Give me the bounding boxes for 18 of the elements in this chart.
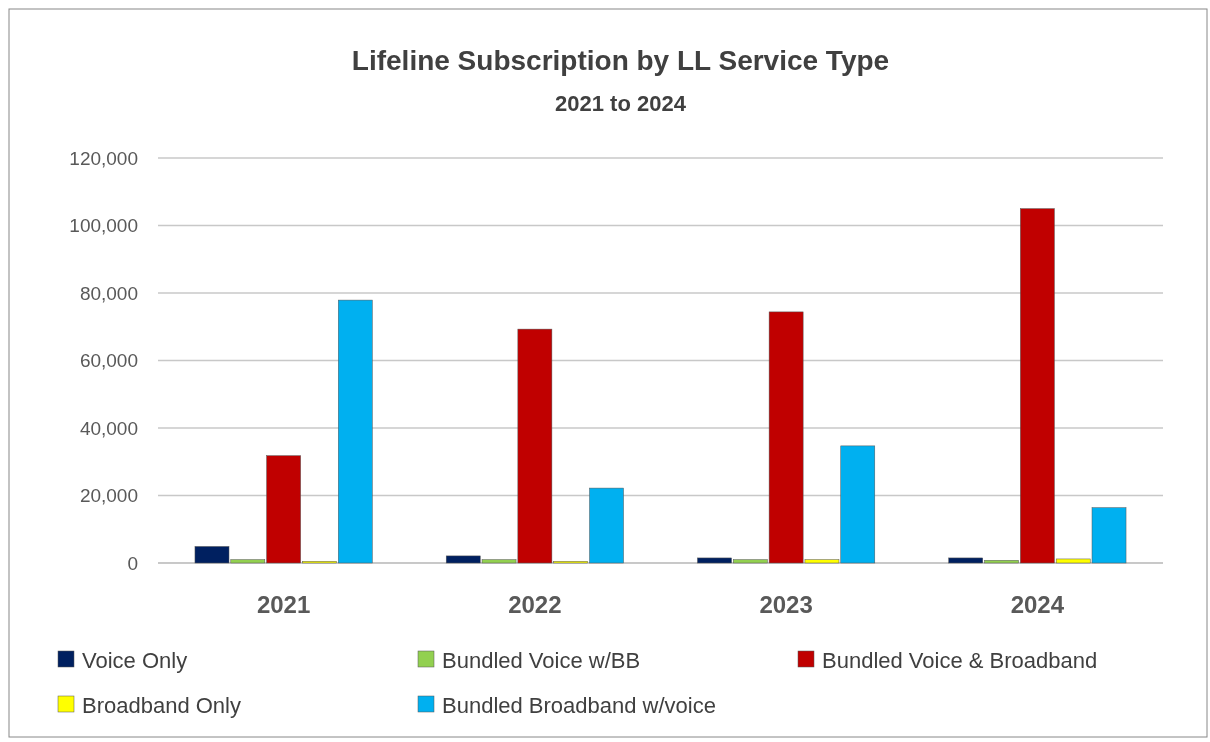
y-tick-label: 100,000 [69, 215, 138, 237]
legend-label: Bundled Broadband w/voice [442, 692, 716, 718]
chart-subtitle: 2021 to 2024 [555, 91, 687, 116]
x-tick-label: 2021 [256, 591, 311, 618]
legend-label: Bundled Voice w/BB [442, 647, 641, 673]
y-tick-label: 120,000 [69, 147, 138, 169]
y-tick-label: 60,000 [79, 350, 138, 372]
legend-label: Bundled Voice & Broadband [822, 647, 1098, 673]
y-tick-label: 40,000 [79, 417, 138, 439]
x-tick-label: 2022 [508, 591, 562, 618]
y-tick-label: 80,000 [79, 282, 138, 304]
x-tick-label: 2024 [1010, 591, 1065, 618]
y-tick-label: 0 [127, 552, 138, 574]
legend-label: Voice Only [82, 647, 188, 673]
legend-label: Broadband Only [82, 692, 241, 718]
x-tick-label: 2023 [759, 591, 813, 618]
y-tick-label: 20,000 [79, 485, 138, 507]
chart-title: Lifeline Subscription by LL Service Type [351, 45, 890, 76]
